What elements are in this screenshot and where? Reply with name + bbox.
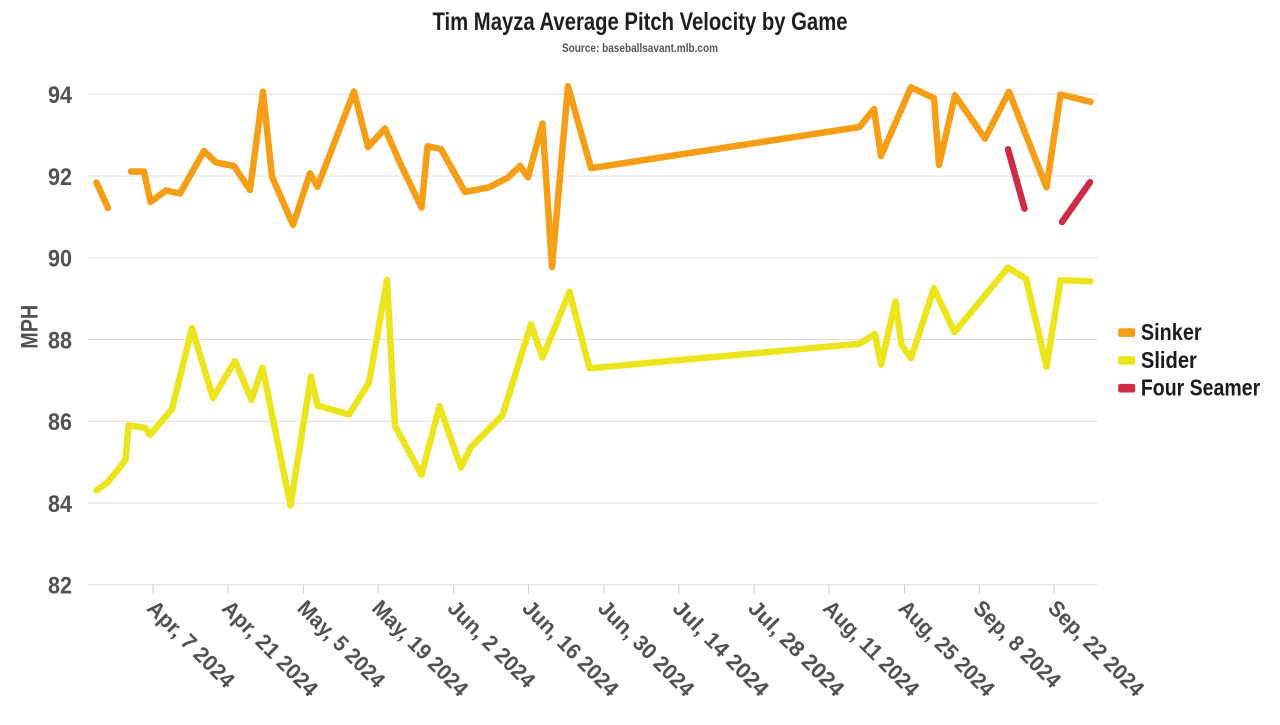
svg-text:90: 90 [48,246,72,273]
svg-text:84: 84 [48,491,72,518]
svg-text:Four Seamer: Four Seamer [1141,375,1260,401]
svg-text:82: 82 [48,573,72,600]
svg-text:94: 94 [48,82,72,109]
svg-text:88: 88 [48,327,72,354]
svg-text:Slider: Slider [1141,347,1197,373]
svg-text:Source: baseballsavant.mlb.com: Source: baseballsavant.mlb.com [562,41,718,55]
svg-text:92: 92 [48,164,72,191]
svg-text:MPH: MPH [16,305,43,349]
svg-text:Tim Mayza Average Pitch Veloci: Tim Mayza Average Pitch Velocity by Game [433,8,848,36]
svg-text:Sep, 22 2024: Sep, 22 2024 [1043,595,1150,702]
svg-text:86: 86 [48,409,72,436]
svg-text:Sinker: Sinker [1141,319,1202,345]
